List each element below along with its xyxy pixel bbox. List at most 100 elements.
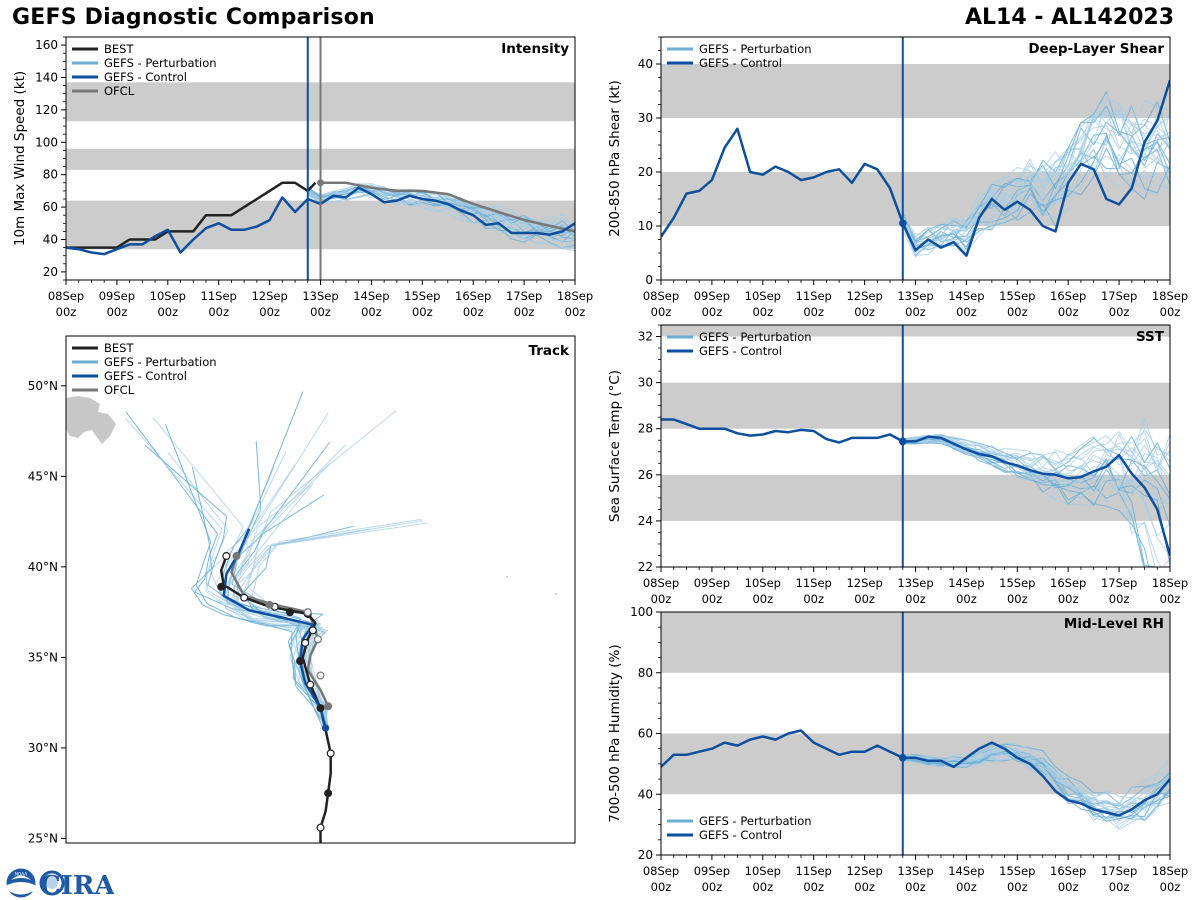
shear-xtick-label-hour: 00z <box>752 305 773 319</box>
rh-xtick-label-date: 11Sep <box>796 864 832 878</box>
shear-band-0 <box>661 172 1170 226</box>
intensity-ytick-label: 100 <box>35 135 58 149</box>
sst-band-2 <box>661 325 1170 337</box>
storm-id: AL14 - AL142023 <box>965 5 1174 30</box>
intensity-perturbation-line <box>307 192 575 249</box>
track-perturbation-line <box>125 418 328 729</box>
track-lat-label: 50°N <box>28 379 58 393</box>
shear-perturbation-line <box>902 98 1170 238</box>
sst-control-line <box>661 418 1170 556</box>
shear-perturbation-line <box>902 123 1170 243</box>
shear-xtick-label-hour: 00z <box>651 305 672 319</box>
shear-plot-area <box>661 79 1170 258</box>
track-best-marker <box>240 593 249 602</box>
sst-band-1 <box>661 382 1170 429</box>
track-perturbation-line <box>224 482 328 729</box>
sst-ytick-label: 28 <box>638 422 653 436</box>
shear-xtick-label-date: 15Sep <box>999 289 1035 303</box>
shear-perturbation-line <box>902 112 1170 248</box>
track-best-marker <box>301 638 310 647</box>
shear-ytick-label: 10 <box>638 219 653 233</box>
track-best-marker <box>316 823 325 832</box>
intensity-xtick-label-hour: 00z <box>514 305 535 319</box>
intensity-xtick-label-date: 09Sep <box>99 289 135 303</box>
sst-ytick-label: 32 <box>638 330 653 344</box>
intensity-ytick-label: 20 <box>43 265 58 279</box>
rh-panel: 20 40 60 80 100 08Sep 00z 09Sep 00z 10Sep 00z 11Sep… <box>607 605 1188 894</box>
track-land-newfoundland <box>66 396 116 444</box>
sst-xtick-label-hour: 00z <box>854 592 875 606</box>
shear-xtick-label-date: 09Sep <box>694 289 730 303</box>
rh-xtick-label-hour: 00z <box>1007 880 1028 894</box>
track-perturbation-line <box>247 410 397 729</box>
sst-xtick-label-date: 18Sep <box>1152 576 1188 590</box>
rh-xtick-label-date: 09Sep <box>694 864 730 878</box>
sst-xtick-label-hour: 00z <box>956 592 977 606</box>
sst-xtick-label-date: 12Sep <box>846 576 882 590</box>
sst-xtick-label-date: 08Sep <box>643 576 679 590</box>
rh-title: Mid-Level RH <box>1064 616 1164 632</box>
track-frame <box>65 335 576 844</box>
intensity-title: Intensity <box>501 41 569 57</box>
rh-xtick-label-date: 13Sep <box>897 864 933 878</box>
rh-perturbation-line <box>902 751 1170 809</box>
intensity-ytick-label: 120 <box>35 103 58 117</box>
sst-xtick-label-date: 15Sep <box>999 576 1035 590</box>
shear-perturbation-line <box>902 112 1170 247</box>
intensity-ofcl-line <box>320 181 575 233</box>
intensity-perturbation-line <box>307 182 575 228</box>
track-land-dot <box>506 576 508 578</box>
shear-title: Deep-Layer Shear <box>1028 41 1164 57</box>
track-best-marker <box>222 552 231 561</box>
track-plot-area <box>66 391 557 843</box>
rh-control-marker <box>898 754 907 762</box>
sst-perturbation-line <box>902 439 1170 567</box>
track-lat-label: 30°N <box>28 741 58 755</box>
rh-perturbation-line <box>902 745 1170 800</box>
shear-xtick-label-hour: 00z <box>905 305 926 319</box>
rh-xtick-label-date: 08Sep <box>643 864 679 878</box>
rh-ytick-label: 40 <box>638 787 653 801</box>
sst-xtick-label-hour: 00z <box>1007 592 1028 606</box>
shear-xtick-label-hour: 00z <box>702 305 723 319</box>
sst-xtick-label-date: 09Sep <box>694 576 730 590</box>
track-land-dot <box>555 593 557 595</box>
intensity-ytick-label: 80 <box>43 168 58 182</box>
rh-band-1 <box>661 612 1170 673</box>
track-ofcl-marker <box>232 552 241 561</box>
sst-xtick-label-hour: 00z <box>905 592 926 606</box>
rh-xtick-label-date: 12Sep <box>846 864 882 878</box>
shear-xtick-label-date: 08Sep <box>643 289 679 303</box>
rh-xtick-label-hour: 00z <box>854 880 875 894</box>
shear-perturbation-line <box>902 121 1170 242</box>
sst-xtick-label-hour: 00z <box>651 592 672 606</box>
intensity-perturbation-line <box>307 184 575 236</box>
intensity-xtick-label-date: 10Sep <box>150 289 186 303</box>
track-best-marker <box>306 680 315 689</box>
sst-xtick-label-date: 14Sep <box>948 576 984 590</box>
shear-ytick-label: 20 <box>638 165 653 179</box>
shear-ylabel: 200-850 hPa Shear (kt) <box>607 80 623 237</box>
rh-xtick-label-date: 10Sep <box>745 864 781 878</box>
shear-ytick-label: 0 <box>645 273 653 287</box>
track-lat-label: 25°N <box>28 831 58 845</box>
intensity-xtick-label-date: 13Sep <box>302 289 338 303</box>
intensity-xtick-label-hour: 00z <box>310 305 331 319</box>
intensity-panel: 20 40 60 80 100 120 140 160 08Sep 00z 09Sep 00z 10Se… <box>12 36 593 319</box>
sst-xtick-label-hour: 00z <box>702 592 723 606</box>
sst-xtick-label-hour: 00z <box>752 592 773 606</box>
shear-panel: 0 10 20 30 40 08Sep 00z 09Sep 00z 10Sep 00z 11Sep 00… <box>607 36 1188 319</box>
sst-xtick-label-date: 10Sep <box>745 576 781 590</box>
rh-xtick-label-hour: 00z <box>1058 880 1079 894</box>
shear-legend-label: GEFS - Control <box>699 56 782 70</box>
track-control-marker <box>321 724 330 732</box>
track-perturbation-line <box>191 466 329 729</box>
shear-band-1 <box>661 64 1170 118</box>
rh-xtick-label-hour: 00z <box>956 880 977 894</box>
shear-control-marker <box>898 219 907 228</box>
rh-xtick-label-date: 15Sep <box>999 864 1035 878</box>
shear-ytick-label: 40 <box>638 57 653 71</box>
track-best-marker <box>324 789 333 798</box>
sst-xtick-label-date: 17Sep <box>1101 576 1137 590</box>
sst-perturbation-line <box>902 439 1170 557</box>
